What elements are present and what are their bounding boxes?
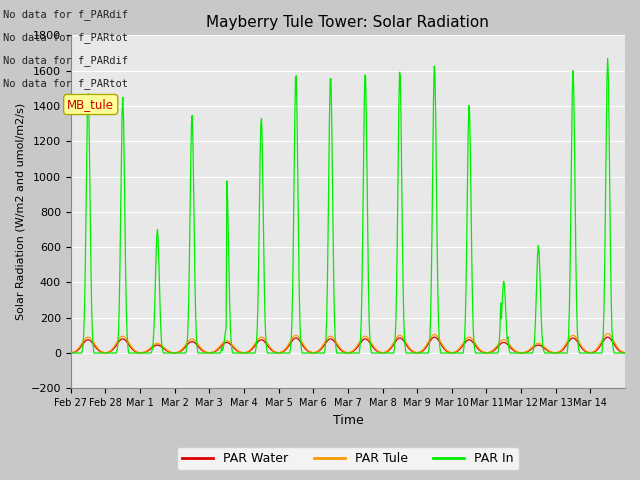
Text: No data for f_PARdif: No data for f_PARdif	[3, 9, 128, 20]
Text: MB_tule: MB_tule	[67, 98, 114, 111]
PAR In	[604, 55, 611, 61]
Line: PAR In: PAR In	[71, 58, 625, 353]
PAR Tule	[436, 337, 444, 343]
Text: No data for f_PARtot: No data for f_PARtot	[3, 78, 128, 89]
PAR In	[261, 320, 269, 325]
Text: No data for f_PARtot: No data for f_PARtot	[3, 32, 128, 43]
Y-axis label: Solar Radiation (W/m2 and umol/m2/s): Solar Radiation (W/m2 and umol/m2/s)	[15, 103, 25, 320]
Text: No data for f_PARdif: No data for f_PARdif	[3, 55, 128, 66]
X-axis label: Time: Time	[333, 414, 364, 427]
PAR Water	[234, 348, 241, 354]
PAR Water	[621, 350, 629, 356]
PAR Water	[405, 346, 413, 351]
PAR Tule	[405, 344, 413, 350]
PAR Tule	[67, 350, 75, 356]
PAR In	[234, 350, 241, 356]
PAR In	[405, 350, 413, 356]
Legend: PAR Water, PAR Tule, PAR In: PAR Water, PAR Tule, PAR In	[177, 447, 518, 470]
PAR In	[282, 350, 290, 356]
PAR Water	[604, 334, 611, 340]
PAR Tule	[282, 345, 290, 351]
PAR Water	[282, 347, 290, 352]
PAR In	[621, 350, 629, 356]
Title: Mayberry Tule Tower: Solar Radiation: Mayberry Tule Tower: Solar Radiation	[207, 15, 490, 30]
PAR Water	[67, 350, 75, 356]
PAR Water	[436, 340, 444, 346]
PAR In	[67, 350, 75, 356]
PAR Water	[261, 339, 269, 345]
PAR Water	[132, 349, 140, 355]
PAR Tule	[132, 348, 140, 354]
Line: PAR Tule: PAR Tule	[71, 334, 625, 353]
PAR Tule	[621, 350, 629, 356]
PAR Tule	[604, 331, 611, 336]
PAR Tule	[261, 337, 269, 343]
Line: PAR Water: PAR Water	[71, 337, 625, 353]
PAR In	[132, 350, 140, 356]
PAR In	[436, 346, 444, 352]
PAR Tule	[234, 348, 241, 353]
